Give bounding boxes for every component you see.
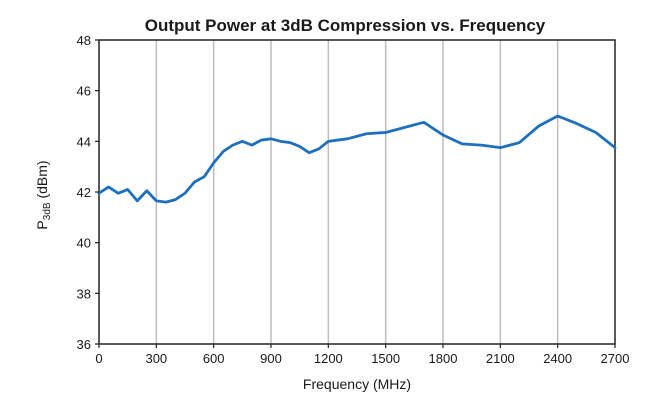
gridlines (155, 40, 559, 344)
chart-title: Output Power at 3dB Compression vs. Freq… (145, 16, 546, 35)
x-tick-label: 600 (203, 351, 225, 366)
series-layer (97, 114, 617, 204)
x-axis-label: Frequency (MHz) (303, 376, 411, 392)
y-tick-label: 44 (77, 134, 91, 149)
y-tick-label: 38 (77, 286, 91, 301)
x-tick-label: 2100 (486, 351, 515, 366)
x-tick-label: 0 (95, 351, 102, 366)
y-axis-label-main: P (34, 220, 50, 229)
y-tick-label: 36 (77, 337, 91, 352)
x-tick-label: 1800 (429, 351, 458, 366)
series-line-0 (97, 114, 617, 204)
plot-area (98, 39, 616, 345)
y-tick-label: 42 (77, 185, 91, 200)
x-tick-label: 1200 (314, 351, 343, 366)
y-tick-label: 46 (77, 84, 91, 99)
y-axis-label-unit: (dBm) (34, 160, 50, 202)
x-axis-ticks: 0 300 600 900 1200 1500 1800 2100 2400 2700 (95, 344, 629, 366)
x-tick-label: 1500 (371, 351, 400, 366)
y-tick-label: 48 (77, 33, 91, 48)
x-tick-label: 2400 (543, 351, 572, 366)
y-axis-ticks: 36 38 40 42 44 46 48 (77, 33, 99, 352)
x-tick-label: 300 (145, 351, 167, 366)
y-axis-label-subscript: 3dB (42, 202, 53, 220)
x-tick-label: 900 (260, 351, 282, 366)
x-tick-label: 2700 (601, 351, 630, 366)
y-tick-label: 40 (77, 236, 91, 251)
y-axis-label: P3dB (dBm) (34, 160, 53, 229)
